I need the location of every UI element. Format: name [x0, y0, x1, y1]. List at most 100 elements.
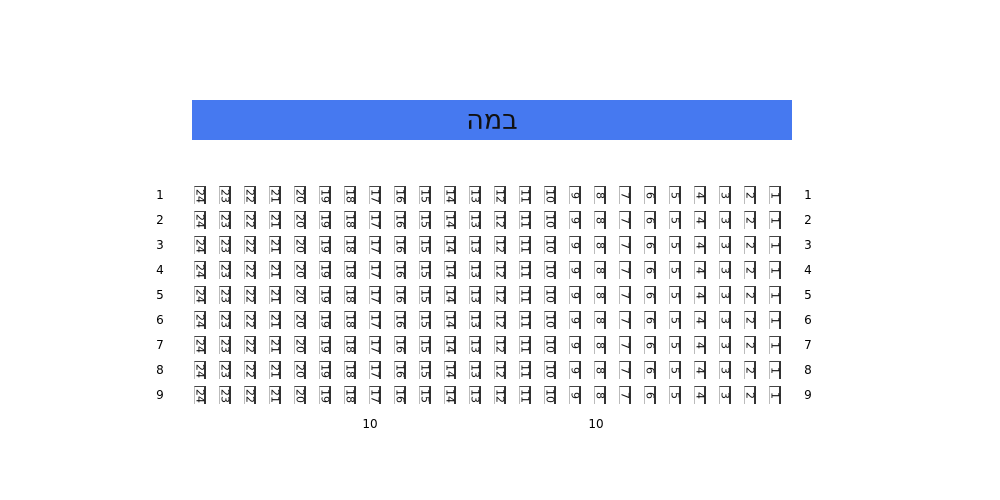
seat[interactable]: 3: [719, 211, 732, 229]
seat[interactable]: 12: [494, 236, 507, 254]
seat[interactable]: 4: [694, 186, 707, 204]
seat[interactable]: 9: [569, 386, 582, 404]
seat[interactable]: 3: [719, 186, 732, 204]
seat[interactable]: 10: [544, 186, 557, 204]
seat[interactable]: 20: [294, 311, 307, 329]
seat[interactable]: 12: [494, 286, 507, 304]
seat[interactable]: 13: [469, 386, 482, 404]
seat[interactable]: 22: [244, 311, 257, 329]
seat[interactable]: 19: [319, 286, 332, 304]
seat[interactable]: 22: [244, 211, 257, 229]
seat[interactable]: 15: [419, 361, 432, 379]
seat[interactable]: 18: [344, 361, 357, 379]
seat[interactable]: 12: [494, 361, 507, 379]
seat[interactable]: 24: [194, 211, 207, 229]
seat[interactable]: 17: [369, 336, 382, 354]
seat[interactable]: 10: [544, 361, 557, 379]
seat[interactable]: 17: [369, 386, 382, 404]
seat[interactable]: 23: [219, 361, 232, 379]
seat[interactable]: 6: [644, 311, 657, 329]
seat[interactable]: 16: [394, 186, 407, 204]
seat[interactable]: 13: [469, 236, 482, 254]
seat[interactable]: 16: [394, 286, 407, 304]
seat[interactable]: 13: [469, 186, 482, 204]
seat[interactable]: 23: [219, 236, 232, 254]
seat[interactable]: 9: [569, 211, 582, 229]
seat[interactable]: 10: [544, 261, 557, 279]
seat[interactable]: 15: [419, 286, 432, 304]
seat[interactable]: 21: [269, 261, 282, 279]
seat[interactable]: 24: [194, 386, 207, 404]
seat[interactable]: 9: [569, 186, 582, 204]
seat[interactable]: 15: [419, 236, 432, 254]
seat[interactable]: 17: [369, 236, 382, 254]
seat[interactable]: 3: [719, 236, 732, 254]
seat[interactable]: 8: [594, 361, 607, 379]
seat[interactable]: 14: [444, 361, 457, 379]
seat[interactable]: 8: [594, 186, 607, 204]
seat[interactable]: 23: [219, 261, 232, 279]
seat[interactable]: 3: [719, 336, 732, 354]
seat[interactable]: 6: [644, 261, 657, 279]
seat[interactable]: 17: [369, 211, 382, 229]
seat[interactable]: 19: [319, 386, 332, 404]
seat[interactable]: 24: [194, 261, 207, 279]
seat[interactable]: 13: [469, 311, 482, 329]
seat[interactable]: 2: [744, 336, 757, 354]
seat[interactable]: 10: [544, 236, 557, 254]
seat[interactable]: 1: [769, 211, 782, 229]
seat[interactable]: 3: [719, 311, 732, 329]
seat[interactable]: 16: [394, 211, 407, 229]
seat[interactable]: 12: [494, 311, 507, 329]
seat[interactable]: 11: [519, 361, 532, 379]
seat[interactable]: 24: [194, 186, 207, 204]
seat[interactable]: 6: [644, 211, 657, 229]
seat[interactable]: 13: [469, 286, 482, 304]
seat[interactable]: 9: [569, 236, 582, 254]
seat[interactable]: 14: [444, 386, 457, 404]
seat[interactable]: 5: [669, 361, 682, 379]
seat[interactable]: 2: [744, 186, 757, 204]
seat[interactable]: 22: [244, 236, 257, 254]
seat[interactable]: 18: [344, 236, 357, 254]
seat[interactable]: 23: [219, 336, 232, 354]
seat[interactable]: 5: [669, 311, 682, 329]
seat[interactable]: 11: [519, 386, 532, 404]
seat[interactable]: 7: [619, 261, 632, 279]
seat[interactable]: 5: [669, 261, 682, 279]
seat[interactable]: 5: [669, 386, 682, 404]
seat[interactable]: 4: [694, 211, 707, 229]
seat[interactable]: 22: [244, 286, 257, 304]
seat[interactable]: 2: [744, 361, 757, 379]
seat[interactable]: 21: [269, 361, 282, 379]
seat[interactable]: 7: [619, 361, 632, 379]
seat[interactable]: 12: [494, 211, 507, 229]
seat[interactable]: 19: [319, 186, 332, 204]
seat[interactable]: 2: [744, 311, 757, 329]
seat[interactable]: 3: [719, 286, 732, 304]
seat[interactable]: 3: [719, 386, 732, 404]
seat[interactable]: 15: [419, 386, 432, 404]
seat[interactable]: 19: [319, 261, 332, 279]
seat[interactable]: 11: [519, 261, 532, 279]
seat[interactable]: 22: [244, 261, 257, 279]
seat[interactable]: 8: [594, 286, 607, 304]
seat[interactable]: 11: [519, 186, 532, 204]
seat[interactable]: 6: [644, 236, 657, 254]
seat[interactable]: 3: [719, 261, 732, 279]
seat[interactable]: 7: [619, 211, 632, 229]
seat[interactable]: 12: [494, 386, 507, 404]
seat[interactable]: 22: [244, 186, 257, 204]
seat[interactable]: 9: [569, 261, 582, 279]
seat[interactable]: 13: [469, 336, 482, 354]
seat[interactable]: 8: [594, 336, 607, 354]
seat[interactable]: 7: [619, 386, 632, 404]
seat[interactable]: 1: [769, 186, 782, 204]
seat[interactable]: 4: [694, 386, 707, 404]
seat[interactable]: 18: [344, 261, 357, 279]
seat[interactable]: 17: [369, 186, 382, 204]
seat[interactable]: 6: [644, 386, 657, 404]
seat[interactable]: 9: [569, 311, 582, 329]
seat[interactable]: 14: [444, 286, 457, 304]
seat[interactable]: 9: [569, 361, 582, 379]
